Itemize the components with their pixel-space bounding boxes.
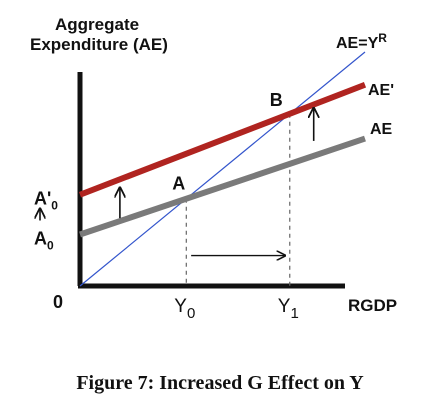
point-label-a: A xyxy=(172,174,185,194)
x-tick-label-1: Y1 xyxy=(278,296,299,322)
series-label-45-degree-superscript: R xyxy=(378,31,387,45)
line-ae xyxy=(79,135,366,238)
y-tick-subscript-0: 0 xyxy=(47,239,54,253)
y-axis-label-line2: Expenditure (AE) xyxy=(30,35,168,54)
series-label-ae: AE xyxy=(370,121,393,138)
y-tick-label-a0: A0 xyxy=(34,229,54,253)
origin-label: 0 xyxy=(53,292,63,312)
x-tick-subscript-1: 1 xyxy=(290,305,298,322)
line-45-degree xyxy=(79,51,366,287)
point-label-b: B xyxy=(270,90,283,110)
series-label-ae-prime: AE' xyxy=(368,82,394,99)
ae-chart: Aggregate Expenditure (AE) RGDP 0 AE=YR A… xyxy=(30,15,397,322)
figure-caption: Figure 7: Increased G Effect on Y xyxy=(76,372,364,394)
y-tick-label-a0-prime: A'0 xyxy=(34,189,58,213)
y-axis-label-line1: Aggregate xyxy=(55,15,139,34)
x-axis-label: RGDP xyxy=(348,296,397,315)
series-label-45-degree: AE=YR xyxy=(336,31,387,52)
line-ae-prime xyxy=(78,81,367,198)
x-tick-label-0: Y0 xyxy=(174,296,195,322)
x-tick-subscript-0: 0 xyxy=(187,305,195,322)
y-tick-subscript-1: 0 xyxy=(51,199,58,213)
